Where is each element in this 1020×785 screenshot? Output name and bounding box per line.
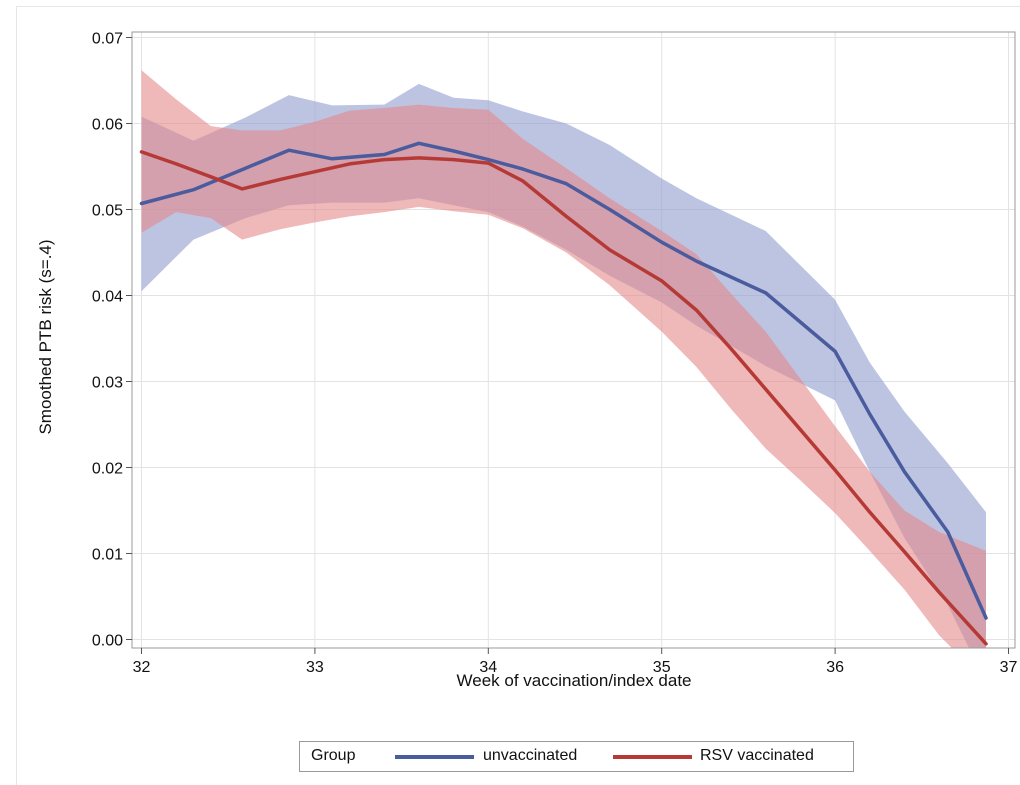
legend-label-unvaccinated: unvaccinated: [483, 747, 578, 764]
y-tick-label: 0.07: [92, 31, 123, 48]
x-tick-label: 35: [653, 659, 671, 676]
x-tick-label: 36: [826, 659, 844, 676]
y-tick-label: 0.04: [92, 289, 123, 306]
y-axis-label: Smoothed PTB risk (s=.4): [36, 239, 55, 435]
x-tick-label: 34: [479, 659, 497, 676]
y-tick-label: 0.06: [92, 117, 123, 134]
x-axis-label: Week of vaccination/index date: [456, 671, 692, 690]
series-line-unvaccinated: [139, 141, 988, 620]
plot-area: [139, 70, 988, 648]
series-line-rsv-vaccinated: [139, 150, 988, 646]
y-tick-label: 0.05: [92, 203, 123, 220]
confidence-band-rsv-vaccinated: [141, 70, 986, 648]
x-tick-label: 33: [306, 659, 324, 676]
legend-title: Group: [311, 747, 356, 764]
legend-swatch-unvaccinated: [395, 755, 474, 759]
y-tick-label: 0.00: [92, 633, 123, 650]
legend: Group unvaccinated RSV vaccinated: [299, 741, 854, 772]
x-tick-label: 32: [133, 659, 151, 676]
legend-swatch-rsv-vaccinated: [613, 755, 692, 759]
y-tick-label: 0.01: [92, 547, 123, 564]
plot-border: [131, 31, 1016, 649]
y-tick-label: 0.03: [92, 375, 123, 392]
x-tick-label: 37: [1000, 659, 1018, 676]
y-tick-label: 0.02: [92, 461, 123, 478]
legend-label-rsv-vaccinated: RSV vaccinated: [700, 747, 814, 764]
